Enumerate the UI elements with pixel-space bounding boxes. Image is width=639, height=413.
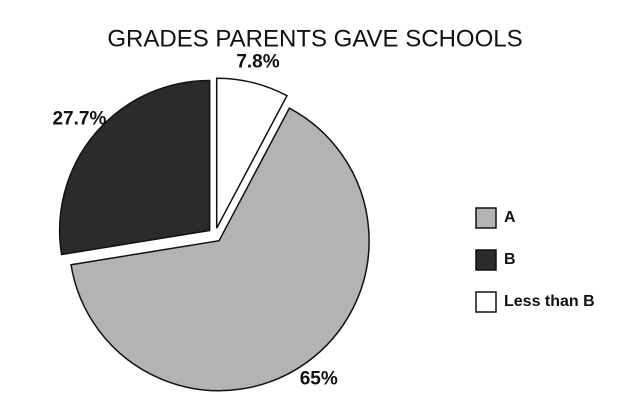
legend-label: Less than B — [504, 293, 595, 310]
legend-label: B — [504, 251, 516, 268]
pie-slice — [70, 107, 370, 392]
legend-label: A — [504, 209, 516, 226]
legend-swatch — [475, 249, 497, 271]
legend-swatch — [475, 291, 497, 313]
pie-slice — [58, 79, 211, 256]
data-label: 7.8% — [236, 51, 279, 72]
data-label: 27.7% — [52, 109, 106, 130]
legend-swatch — [475, 207, 497, 229]
data-label: 65% — [300, 369, 338, 390]
pie-slice — [215, 77, 288, 229]
chart-title: GRADES PARENTS GAVE SCHOOLS — [107, 25, 522, 52]
